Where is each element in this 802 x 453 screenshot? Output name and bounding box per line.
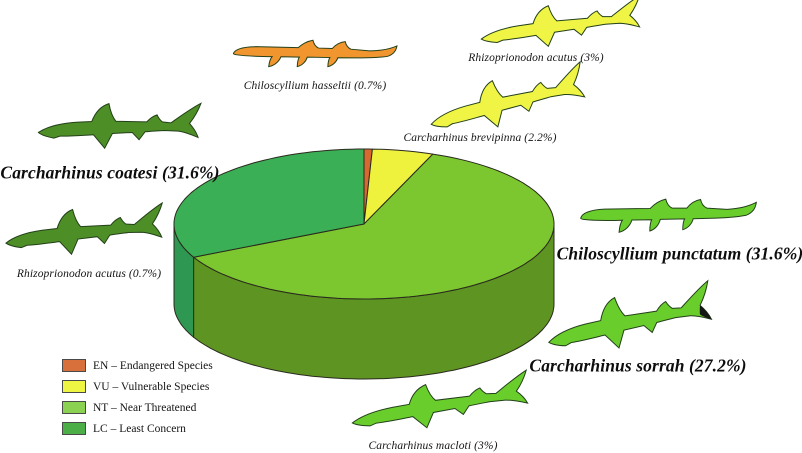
legend-item-en: EN – Endangered Species bbox=[62, 355, 213, 376]
brevipinna-shark-body bbox=[425, 62, 590, 141]
coatesi-shark-icon bbox=[38, 103, 201, 148]
species-label-coatesi: Carcharhinus coatesi (31.6%) bbox=[0, 162, 220, 183]
species-label-acutus-07: Rhizoprionodon acutus (0.7%) bbox=[16, 268, 162, 280]
sorrah-shark-icon bbox=[543, 281, 717, 360]
pie-slice-vu bbox=[363, 148, 434, 225]
legend-item-nt: NT – Near Threatened bbox=[62, 397, 213, 418]
legend-item-lc: LC – Least Concern bbox=[62, 418, 213, 439]
legend-label-vu: VU – Vulnerable Species bbox=[93, 380, 210, 393]
species-label-acutus-3: Rhizoprionodon acutus (3%) bbox=[468, 52, 604, 64]
legend-label-en: EN – Endangered Species bbox=[93, 359, 213, 372]
legend-label-nt: NT – Near Threatened bbox=[93, 401, 197, 414]
species-label-hasseltii: Chiloscyllium hasseltii (0.7%) bbox=[243, 80, 387, 92]
legend-swatch-en-icon bbox=[62, 359, 86, 372]
acutus-3-shark-body bbox=[479, 0, 644, 53]
hasseltii-shark-body bbox=[233, 38, 397, 72]
sorrah-shark-body bbox=[543, 281, 717, 360]
legend-swatch-vu-icon bbox=[62, 380, 86, 393]
pie-slice-lc bbox=[173, 148, 365, 258]
punctatum-shark-icon bbox=[581, 199, 757, 232]
punctatum-shark-body bbox=[581, 199, 757, 232]
acutus-07-shark-body bbox=[4, 203, 166, 259]
species-label-brevipinna: Carcharhinus brevipinna (2.2%) bbox=[403, 132, 557, 144]
acutus-07-shark-icon bbox=[4, 203, 166, 259]
coatesi-shark-body bbox=[38, 103, 201, 148]
sorrah-black-tail-tip bbox=[699, 305, 712, 320]
legend-item-vu: VU – Vulnerable Species bbox=[62, 376, 213, 397]
hasseltii-shark-icon bbox=[233, 38, 397, 72]
species-label-sorrah: Carcharhinus sorrah (27.2%) bbox=[529, 355, 747, 376]
legend-swatch-lc-icon bbox=[62, 422, 86, 435]
legend-swatch-nt-icon bbox=[62, 401, 86, 414]
macloti-shark-icon bbox=[348, 370, 532, 438]
acutus-3-shark-icon bbox=[479, 0, 644, 53]
brevipinna-shark-icon bbox=[425, 62, 590, 141]
pie-slice-nt bbox=[193, 153, 555, 300]
species-label-macloti: Carcharhinus macloti (3%) bbox=[368, 440, 498, 452]
legend-label-lc: LC – Least Concern bbox=[93, 422, 186, 435]
macloti-shark-body bbox=[348, 370, 532, 438]
species-label-punctatum: Chiloscyllium punctatum (31.6%) bbox=[556, 243, 802, 264]
legend: EN – Endangered Species VU – Vulnerable … bbox=[62, 355, 213, 439]
